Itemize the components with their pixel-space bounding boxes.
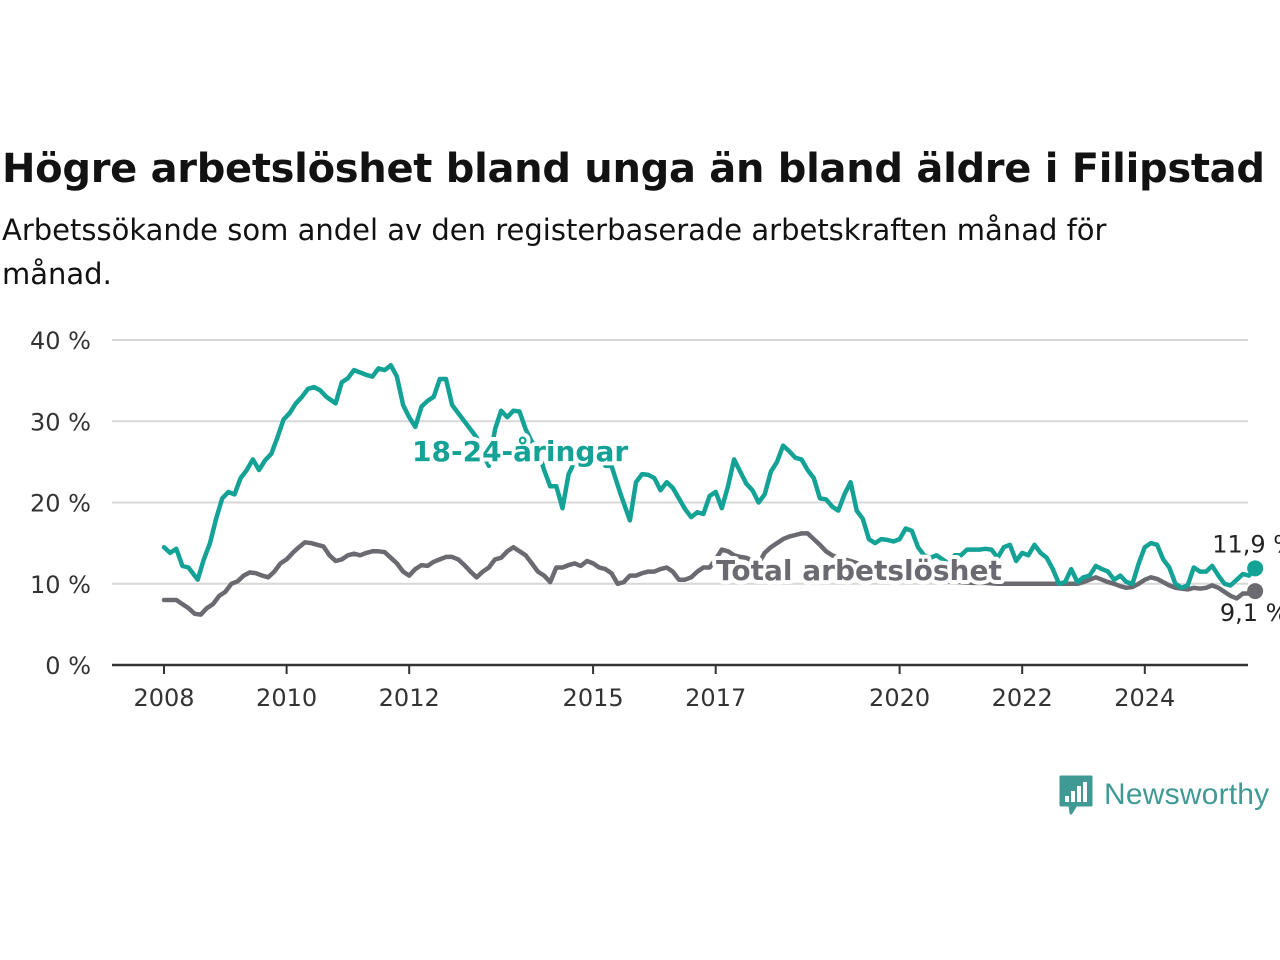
- newsworthy-chart-icon: [1059, 775, 1093, 815]
- series-labels: 18-24-åringar Total arbetslöshet 11,9 % 9,1…: [408, 431, 1280, 630]
- x-tick-label: 2017: [685, 684, 746, 712]
- x-tick-label: 2008: [133, 684, 194, 712]
- series-lines: [161, 362, 1264, 617]
- series-label-18-24: 18-24-åringar: [412, 435, 628, 468]
- end-value-total: 9,1 %: [1220, 599, 1280, 627]
- y-tick-label: 40 %: [30, 327, 91, 355]
- brand-name: Newsworthy: [1104, 778, 1270, 811]
- end-value-18-24: 11,9 %: [1212, 530, 1280, 558]
- chart-title: Högre arbetslöshet bland unga än bland ä…: [2, 146, 1265, 192]
- series-label-total: Total arbetslöshet: [716, 554, 1002, 587]
- y-axis: 0 % 10 % 20 % 30 % 40 %: [30, 327, 91, 680]
- x-tick-label: 2012: [379, 684, 440, 712]
- chart-subtitle: Arbetssökande som andel av den registerb…: [2, 213, 1107, 291]
- x-tick-label: 2020: [869, 684, 930, 712]
- x-axis: 2008 2010 2012 2015 2017 2020 2022 2024: [112, 663, 1248, 712]
- y-tick-label: 30 %: [30, 408, 91, 436]
- y-tick-label: 20 %: [30, 490, 91, 518]
- y-tick-label: 10 %: [30, 571, 91, 599]
- series-line-18-24: [161, 362, 1258, 591]
- y-tick-label: 0 %: [45, 652, 91, 680]
- x-tick-label: 2024: [1114, 684, 1175, 712]
- x-tick-label: 2015: [563, 684, 624, 712]
- grid-lines: [112, 339, 1248, 585]
- end-point-18-24: [1247, 560, 1264, 577]
- x-tick-label: 2022: [992, 684, 1053, 712]
- x-tick-label: 2010: [256, 684, 317, 712]
- end-point-total: [1247, 583, 1264, 600]
- series-line-total: [161, 531, 1258, 617]
- brand-logo: Newsworthy: [1058, 774, 1269, 816]
